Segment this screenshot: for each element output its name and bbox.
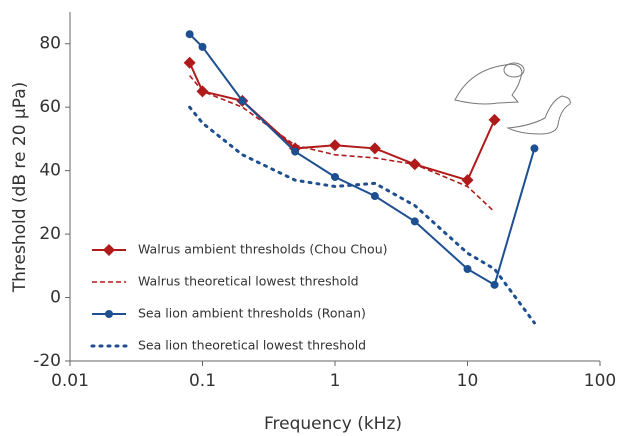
y-tick-label: 20 (39, 224, 61, 244)
series-line (189, 74, 496, 213)
marker (238, 96, 247, 105)
x-tick-label: 1 (330, 371, 341, 391)
y-axis-label: Threshold (dB re 20 µPa) (10, 82, 30, 294)
y-tick-label: 80 (39, 34, 61, 54)
marker (530, 144, 539, 153)
y-tick-label: 40 (39, 161, 61, 181)
walrus-illustration (454, 62, 525, 105)
legend-label: Walrus ambient thresholds (Chou Chou) (138, 242, 388, 257)
series-line (188, 33, 536, 287)
x-tick-label: 10 (457, 371, 479, 391)
series-line (188, 105, 536, 325)
marker (370, 192, 379, 201)
marker (291, 147, 300, 156)
y-tick-label: 60 (39, 97, 61, 117)
marker (198, 42, 207, 51)
y-tick-label: 0 (50, 288, 61, 308)
marker (463, 264, 472, 273)
marker (368, 142, 381, 155)
marker (105, 310, 113, 318)
legend-label: Sea lion theoretical lowest threshold (138, 338, 366, 353)
marker (103, 244, 115, 256)
sea-lion-illustration (506, 95, 571, 135)
x-tick-label: 0.1 (189, 371, 216, 391)
marker (410, 217, 419, 226)
series-line (188, 62, 496, 182)
marker (488, 113, 501, 126)
marker (185, 30, 194, 39)
legend-label: Walrus theoretical lowest threshold (138, 274, 359, 289)
marker (461, 174, 474, 187)
marker (183, 56, 196, 69)
marker (331, 172, 339, 181)
x-tick-label: 0.01 (51, 371, 89, 391)
x-tick-label: 100 (584, 371, 616, 391)
marker (490, 280, 499, 289)
legend-label: Sea lion ambient thresholds (Ronan) (138, 306, 366, 321)
y-tick-label: -20 (33, 351, 61, 371)
x-axis-label: Frequency (kHz) (264, 414, 402, 434)
marker (329, 139, 341, 152)
